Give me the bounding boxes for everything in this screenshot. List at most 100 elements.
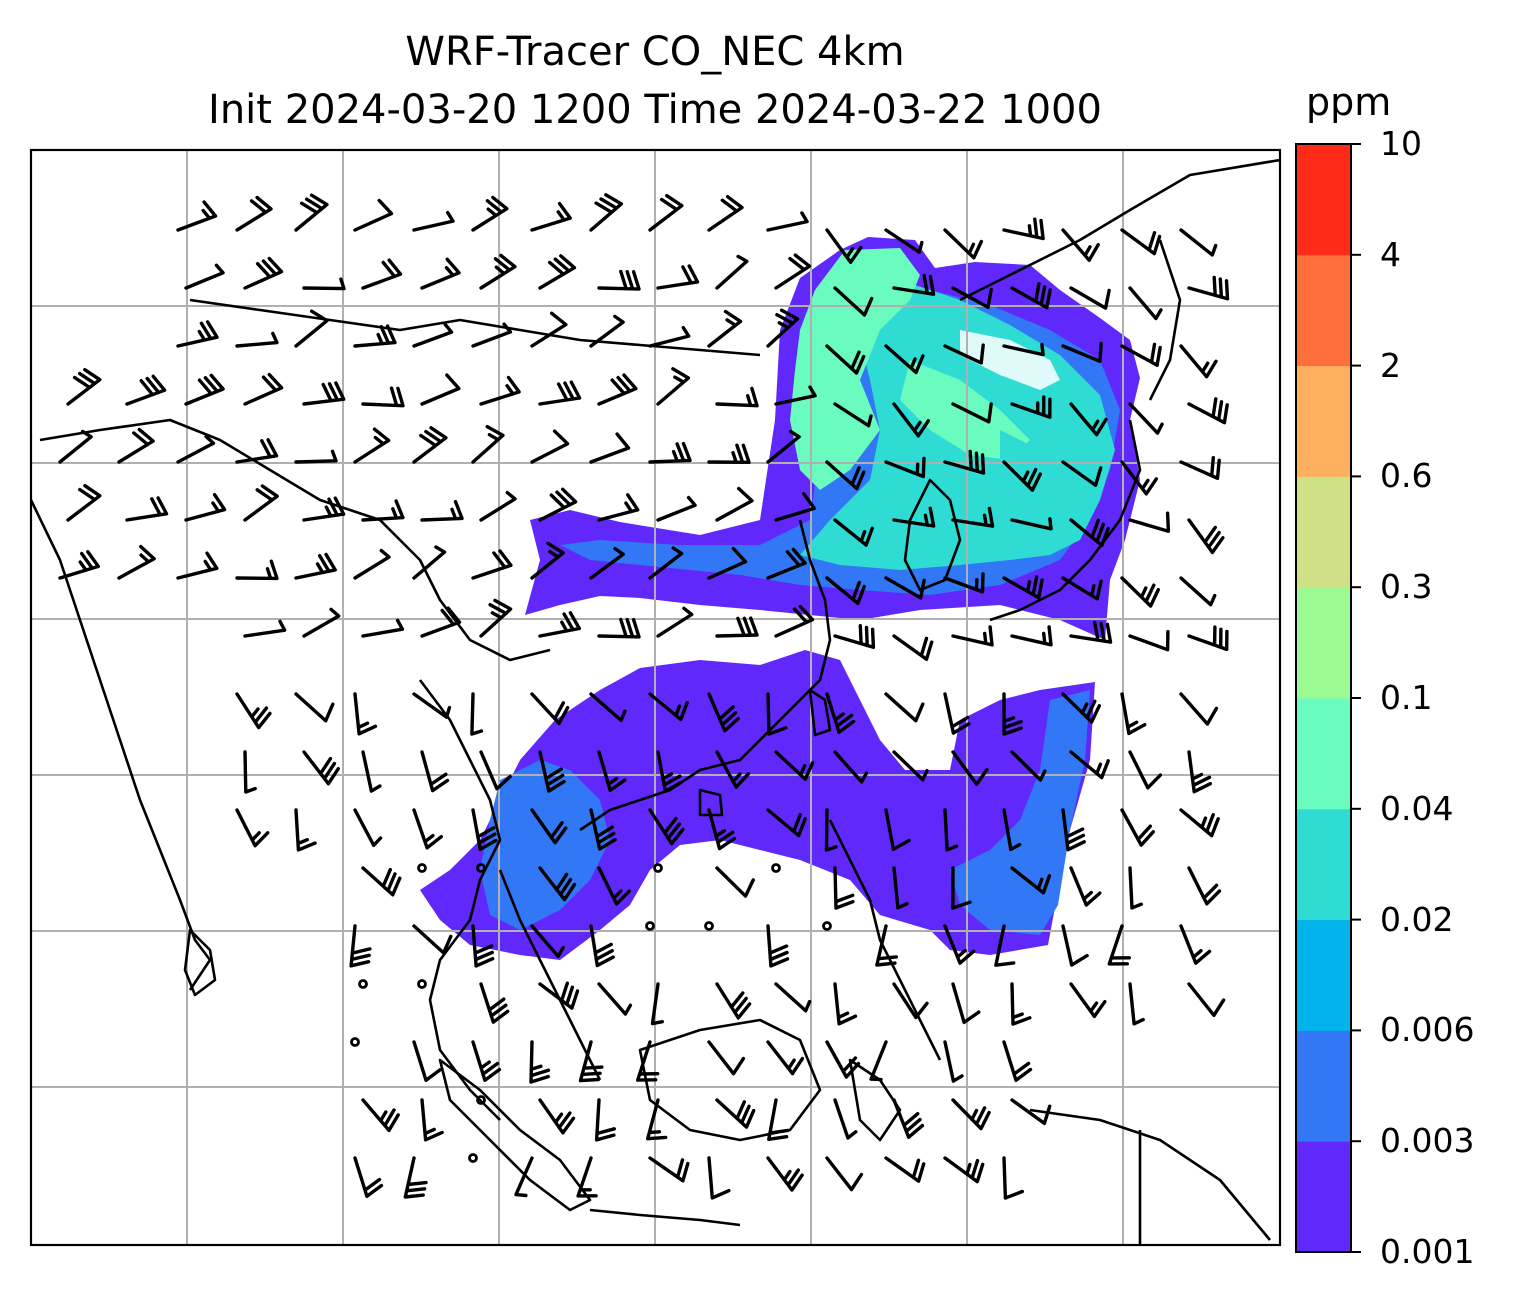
wind-barb [412,692,452,719]
wind-barb [353,808,383,847]
wind-barb [66,368,102,406]
wind-barb [892,402,930,438]
wind-barb [951,750,989,786]
wind-barb [420,373,461,406]
new-guinea [1029,1108,1271,1245]
wind-barb [576,1156,598,1198]
wind-barb [884,344,925,375]
wind-barb [1120,342,1162,367]
wind-barb [589,692,627,722]
wind-barb [774,253,812,290]
wind-barb [302,381,346,406]
wind-barb [951,982,981,1025]
wind-barb [1061,460,1103,487]
wind-barb [176,434,216,464]
wind-barb [243,484,279,522]
wind-barb [538,750,566,793]
wind-barb [420,750,450,793]
wind-barb [636,1040,660,1082]
sri-lanka [183,928,217,997]
wind-barb [825,460,866,491]
calm-wind-circle [645,921,655,931]
wind-barb [538,487,578,522]
colorbar-label: 0.3 [1380,567,1433,607]
colorbar-label: 2 [1380,345,1401,385]
wind-barb [1069,286,1111,310]
wind-barb [403,1156,428,1199]
wind-barb [766,308,800,348]
colorbar-segment-8 [1296,254,1351,367]
wind-barb [1187,750,1212,794]
wind-barb [420,606,462,638]
wind-barb [243,619,287,638]
calm-wind-circle [358,979,368,989]
wind-barb [1187,625,1229,652]
wind-barb [1187,518,1225,555]
wind-barb [766,429,801,464]
wind-barb [715,1098,756,1129]
wind-barb [1069,750,1110,780]
colorbar-segment-4 [1296,698,1351,810]
calm-wind-circle [822,921,832,931]
wind-barb [656,606,694,638]
wind-barb [470,692,484,736]
wind-barb [479,982,510,1024]
wind-barb [825,576,866,606]
coastlines-borders [31,158,1280,1245]
wind-barb [766,924,790,968]
wind-barb [774,492,816,522]
wind-barb [353,1156,384,1198]
wind-barb [892,634,934,661]
wind-barb [766,808,807,838]
calm-wind-circle [771,863,781,873]
colorbar-label: 0.1 [1380,678,1433,717]
wind-barb [479,750,512,791]
wind-barb [892,982,929,1020]
wind-barb [884,1156,926,1183]
wind-barb [892,866,909,910]
china-border [39,418,551,662]
wind-barb [361,258,403,290]
wind-barb [707,309,743,348]
wind-barb [715,254,749,290]
wind-barb [943,808,959,852]
wind-barb [412,210,455,232]
calm-wind-circle [417,863,427,873]
wind-barb [943,924,976,965]
wind-barb [1002,575,1044,600]
map-frame [29,148,1282,1247]
wind-barb [1069,866,1102,907]
colorbar-label: 0.04 [1380,788,1454,828]
wind-barb [875,924,898,967]
wind-barb [1061,924,1089,967]
wind-barb [1069,402,1108,437]
wind-barb [707,692,740,733]
wind-barb [589,924,615,968]
wind-barb [1002,692,1023,736]
wind-barb [884,576,926,600]
wind-barb [1002,217,1045,241]
colorbar-label: 0.02 [1380,899,1454,939]
wind-barb [648,692,689,722]
wind-barb [825,1156,864,1192]
malay-peninsula [498,869,602,1081]
wind-barb [1010,1098,1052,1126]
colorbar-segment-5 [1296,587,1351,699]
wind-barb [589,314,625,348]
wind-barb [412,426,448,464]
graticule [31,150,1280,1245]
wind-barb [707,443,751,464]
wind-barb [825,344,866,375]
calm-wind-circle [417,979,427,989]
wind-barb [235,559,279,581]
colorbar-segment-2 [1296,919,1351,1031]
wind-barb [766,1156,804,1192]
korea-peninsula [903,478,962,592]
wind-barb [884,692,925,723]
wind-barb [1010,282,1052,310]
wind-barb [538,981,580,1010]
wind-barb [1010,982,1032,1026]
wind-barb [951,286,993,309]
wind-barb [884,808,911,851]
wind-barb [235,331,279,348]
